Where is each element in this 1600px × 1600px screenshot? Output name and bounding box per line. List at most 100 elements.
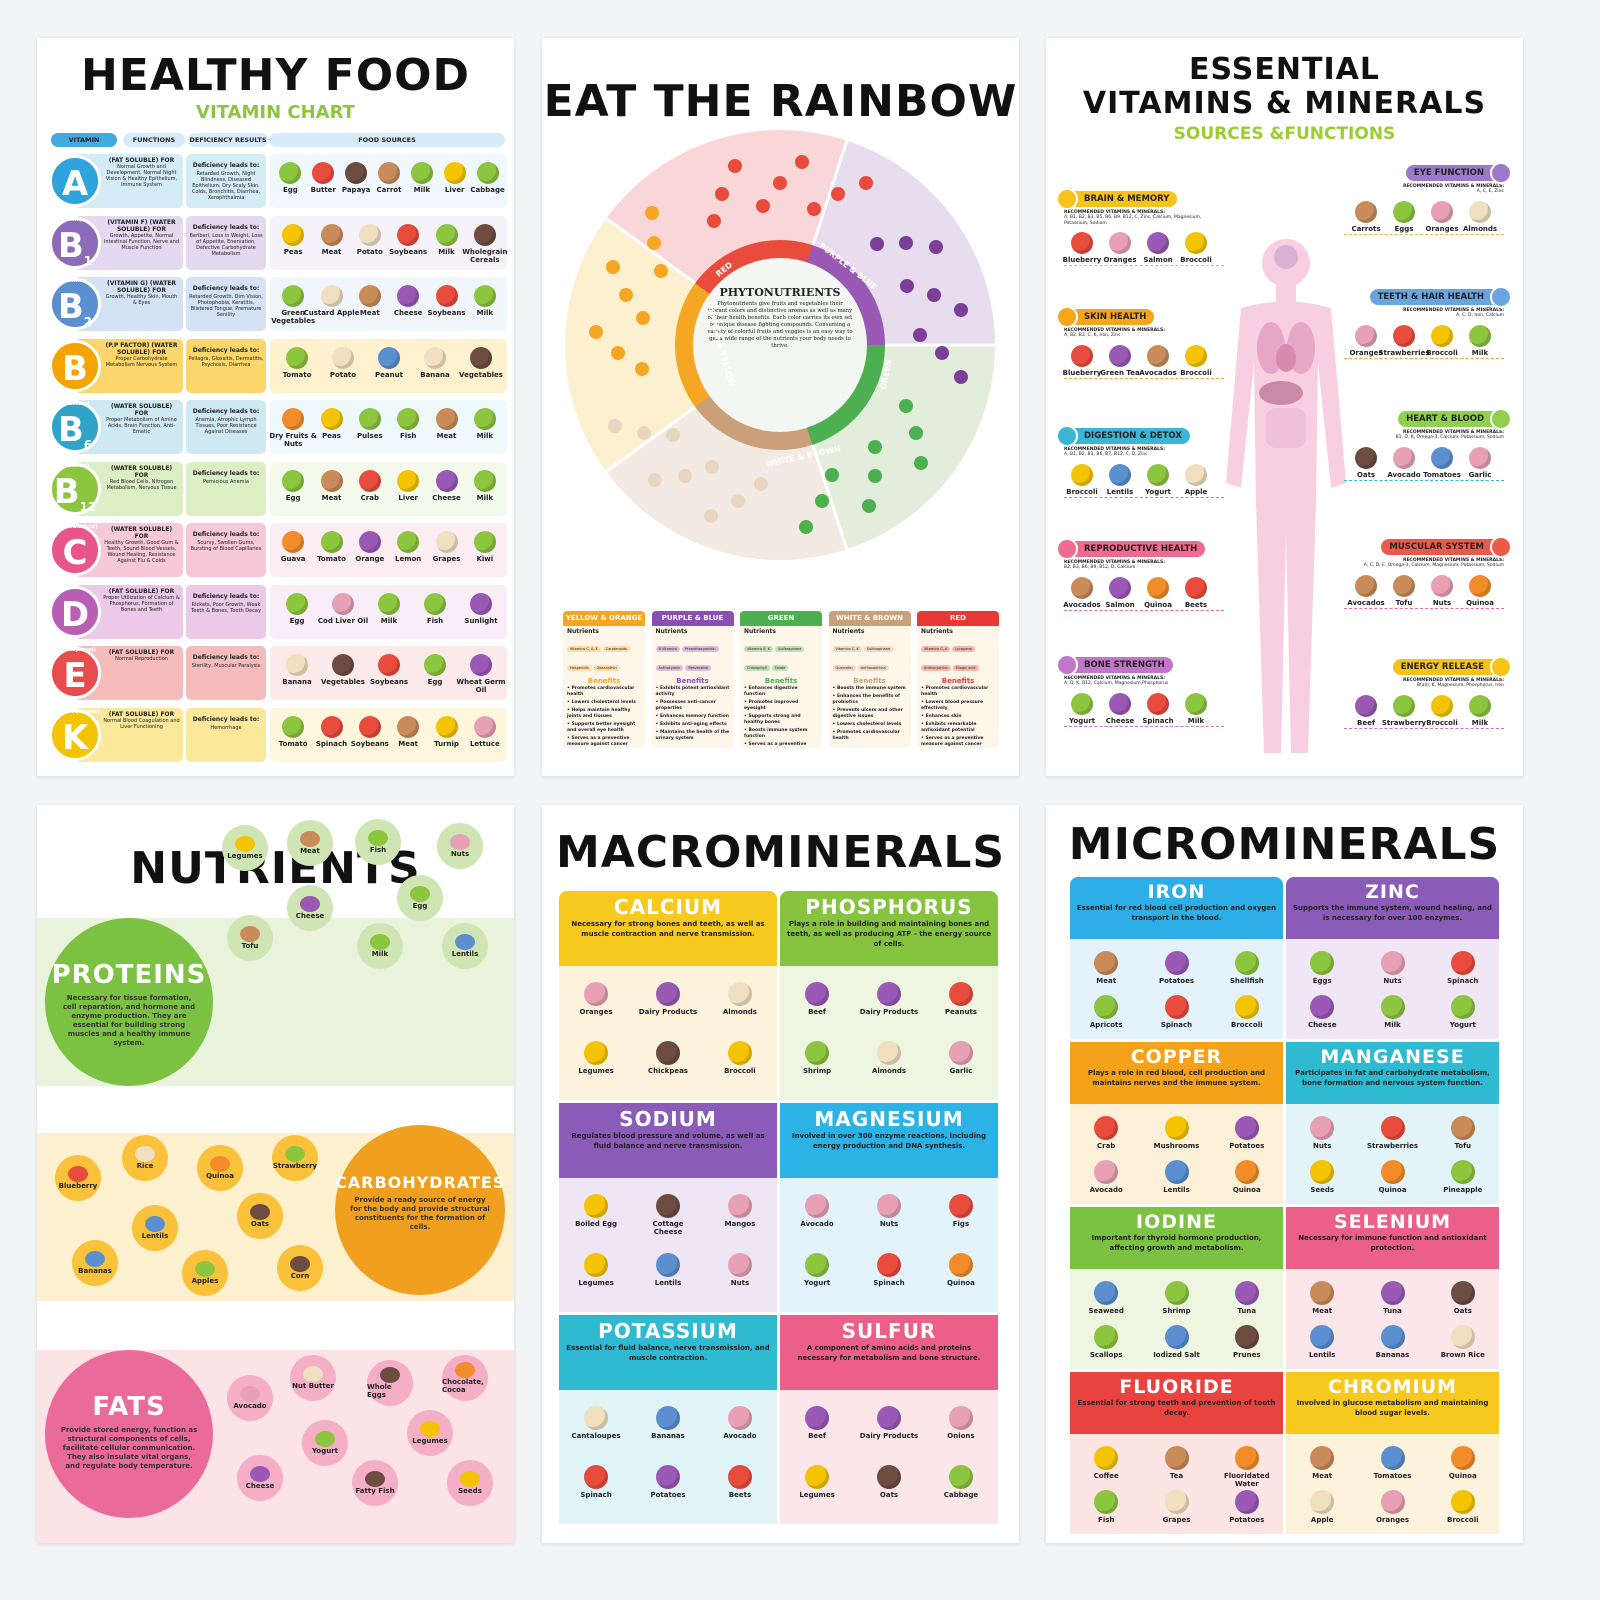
food-item: Oranges — [1363, 1490, 1423, 1524]
vitamin-badge: D — [49, 585, 101, 638]
food-bubble: Egg — [397, 875, 443, 921]
solubility: (FAT SOLUBLE) FOR — [108, 157, 175, 164]
food-item: Soybeans — [340, 715, 400, 748]
food-icon — [380, 1367, 400, 1383]
produce-icon — [647, 472, 662, 487]
food-icon — [410, 162, 433, 184]
food-label: Lettuce — [469, 739, 500, 748]
food-label: Tuna — [1237, 1307, 1257, 1315]
food-icon — [1450, 1281, 1475, 1305]
produce-icon — [862, 498, 877, 513]
card-header: ZINC Supports the immune system, wound he… — [1286, 877, 1499, 939]
solubility: (FAT SOLUBLE) FOR — [108, 649, 175, 656]
food-icon — [332, 592, 354, 615]
benefit-item: • Exhibits remarkable antioxidant potent… — [921, 722, 977, 733]
food-item: Nuts — [1363, 951, 1423, 985]
food-label: Fish — [426, 616, 444, 625]
food-icon — [424, 592, 446, 615]
food-icon — [1147, 232, 1169, 254]
food-item: Meat — [302, 469, 362, 502]
food-item: Broccoli — [710, 1041, 770, 1075]
section-title: DIGESTION & DETOX — [1056, 425, 1190, 447]
food-label: Legumes — [412, 1437, 448, 1445]
benefit-item: • Lowers cholesterol levels — [832, 722, 902, 727]
mineral-name: SODIUM — [619, 1107, 717, 1131]
benefit-item: • Lowers cholesterol levels — [567, 700, 636, 705]
food-item: Tofu — [1433, 1116, 1493, 1150]
food-label: Beets — [1184, 600, 1208, 609]
food-item: Broccoli — [1166, 344, 1226, 377]
mineral-description: Plays a role in building and maintaining… — [787, 920, 991, 948]
food-item: Crab — [1076, 1116, 1136, 1150]
food-item: Salmon — [1128, 232, 1188, 264]
food-sources-cell: Egg Butter Papaya Carrot Milk Liver Cabbage — [270, 154, 507, 208]
food-icon — [948, 1253, 973, 1278]
food-label: Shrimp — [1162, 1307, 1191, 1315]
food-label: Brown Rice — [1440, 1351, 1485, 1359]
food-item: Oranges — [1090, 232, 1150, 264]
food-icon — [877, 1194, 901, 1219]
food-label: Milk — [1471, 718, 1489, 727]
produce-icon — [728, 159, 743, 174]
food-label: Meat — [436, 432, 457, 440]
food-icon — [435, 469, 458, 492]
mineral-description: Essential for strong teeth and preventio… — [1077, 1399, 1276, 1417]
benefit-text: Lowers blood pressure effectively — [921, 700, 984, 711]
food-label: Meat — [321, 493, 342, 502]
food-icon — [303, 1366, 323, 1382]
food-icon — [473, 715, 496, 738]
section-title: MUSCULAR SYSTEM — [1381, 536, 1512, 558]
food-icon — [1234, 1325, 1259, 1349]
food-label: Avocado — [233, 1402, 267, 1410]
food-icon — [656, 1465, 680, 1490]
vitamin-letter: K — [61, 717, 89, 758]
vitamin-alias: (Pyridoxine) — [55, 401, 90, 407]
food-item: Banana — [405, 346, 465, 379]
color-card: PURPLE & BLUE Nutrients B Vitamins Proantho… — [651, 611, 734, 748]
food-icon — [1185, 692, 1207, 715]
produce-icon — [912, 328, 927, 343]
vitamin-row: K (Phylloquinone) (FAT SOLUBLE) FOR Normal … — [47, 706, 507, 764]
food-item: Carrots — [1336, 200, 1396, 233]
food-label: Egg — [283, 186, 298, 194]
food-label: Beef — [808, 1008, 826, 1017]
food-icon — [1071, 344, 1093, 367]
food-icon — [1355, 574, 1377, 597]
card-title: RED — [917, 611, 999, 626]
food-label: Legumes — [799, 1491, 835, 1500]
deficiency-label: Deficiency leads to: — [192, 654, 260, 661]
food-icon — [1071, 232, 1093, 254]
food-icon — [1147, 344, 1169, 367]
food-icon — [1094, 1116, 1119, 1140]
food-item: Broccoli — [1052, 463, 1112, 496]
deficiency-text: Sterility, Muscular Paralysis — [191, 663, 261, 669]
food-icon — [282, 408, 305, 430]
food-icon — [1094, 1281, 1119, 1305]
produce-icon — [704, 508, 719, 523]
benefits-list: • Promotes cardiovascular health • Lowers… — [917, 685, 999, 748]
table-header: FOOD SOURCES — [269, 133, 505, 147]
food-bubble: Chocolate, Cocoa — [442, 1355, 488, 1401]
food-item: Avocados — [1128, 344, 1188, 377]
food-label: Milk — [476, 432, 494, 440]
food-icon — [315, 1431, 335, 1447]
food-icon — [727, 1041, 752, 1066]
food-icon — [1164, 1116, 1189, 1140]
recommended-values: A, B1, B2, B3, B6, B7, B12, C, D, Zinc — [1064, 452, 1148, 457]
food-icon — [250, 1204, 270, 1220]
food-icon — [1234, 1160, 1259, 1184]
food-icon — [727, 1253, 752, 1278]
food-label: Broccoli — [1426, 718, 1458, 727]
food-label: Lemon — [395, 555, 422, 563]
mineral-card: POTASSIUM Essential for fluid balance, ne… — [559, 1315, 777, 1524]
food-item: Spinach — [1128, 692, 1188, 725]
mineral-name: MAGNESIUM — [814, 1107, 964, 1131]
color-card: WHITE & BROWN Nutrients Vitamins C, K Sulfo… — [828, 611, 911, 748]
benefit-text: Maintains the health of the urinary syst… — [655, 730, 730, 741]
food-label: Almonds — [722, 1008, 757, 1017]
section-title: SKIN HEALTH — [1056, 306, 1155, 328]
food-label: Lentils — [451, 950, 479, 958]
food-label: Cod Liver Oil — [317, 616, 369, 625]
benefit-text: Promotes cardiovascular health — [567, 686, 635, 697]
food-item: Potato — [340, 223, 400, 256]
